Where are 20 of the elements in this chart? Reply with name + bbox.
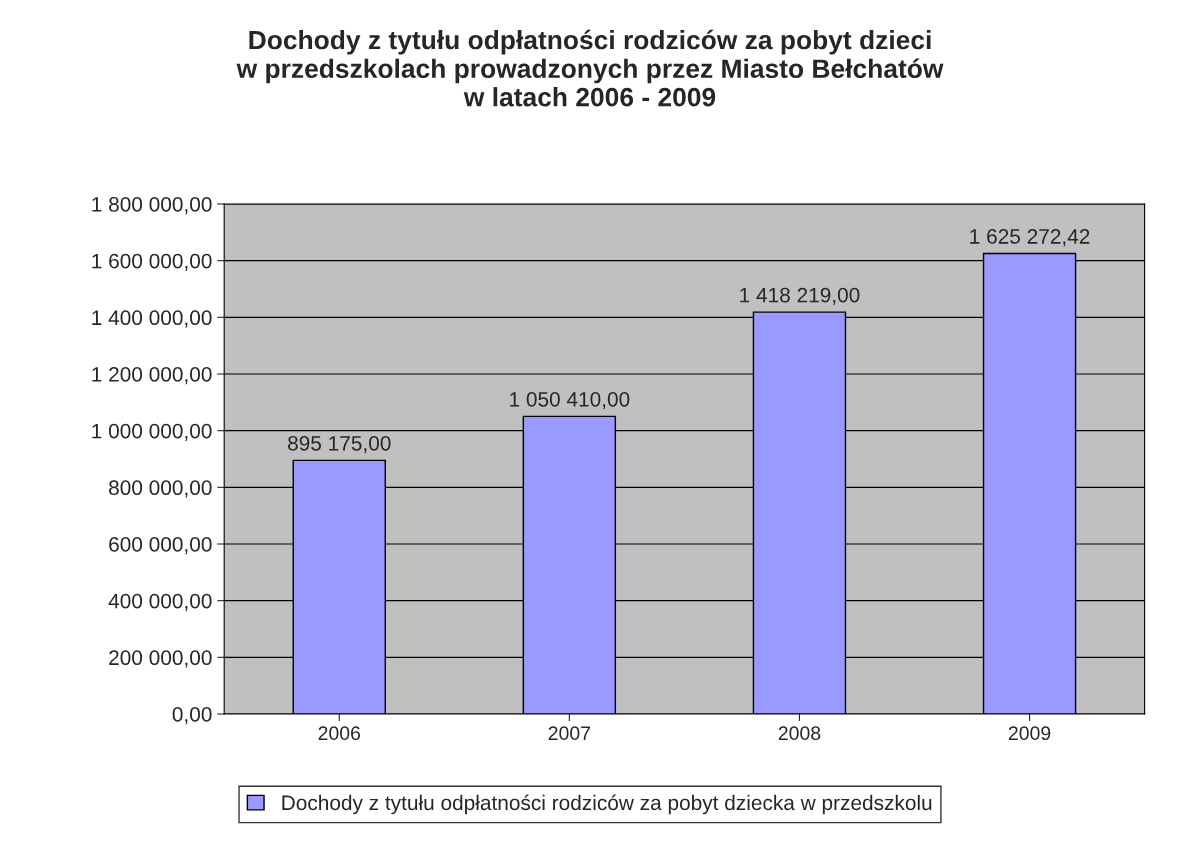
y-tick-label: 1 200 000,00 bbox=[92, 367, 212, 385]
legend-label: Dochody z tytułu odpłatności rodziców za pobyt dziecka w przedszkolu bbox=[282, 794, 932, 815]
x-tick-label: 2009 bbox=[1008, 726, 1051, 741]
y-tick-label: 600 000,00 bbox=[109, 537, 212, 555]
y-tick-label: 1 000 000,00 bbox=[92, 423, 212, 441]
x-tick-label: 2006 bbox=[318, 726, 361, 741]
data-label: 895 175,00 bbox=[288, 435, 391, 454]
x-tick-label: 2008 bbox=[778, 726, 821, 741]
y-tick-label: 200 000,00 bbox=[109, 650, 212, 668]
y-tick-label: 1 800 000,00 bbox=[92, 197, 212, 215]
y-tick-label: 0,00 bbox=[172, 707, 212, 725]
x-tick-label: 2007 bbox=[548, 726, 590, 741]
data-label: 1 050 410,00 bbox=[510, 391, 630, 410]
data-label: 1 418 219,00 bbox=[740, 287, 860, 305]
chart-title: Dochody z tytułu odpłatności rodziców za pobyt dzieci w przedszkolach prowadzonych przez Miasto Bełchatów w latach 2006 - 2009 bbox=[236, 29, 944, 107]
y-tick-label: 1 600 000,00 bbox=[92, 253, 212, 271]
y-tick-label: 400 000,00 bbox=[108, 593, 212, 611]
y-tick-label: 1 400 000,00 bbox=[92, 310, 212, 328]
data-label: 1 625 272,42 bbox=[970, 229, 1090, 247]
y-tick-label: 800 000,00 bbox=[109, 480, 212, 498]
